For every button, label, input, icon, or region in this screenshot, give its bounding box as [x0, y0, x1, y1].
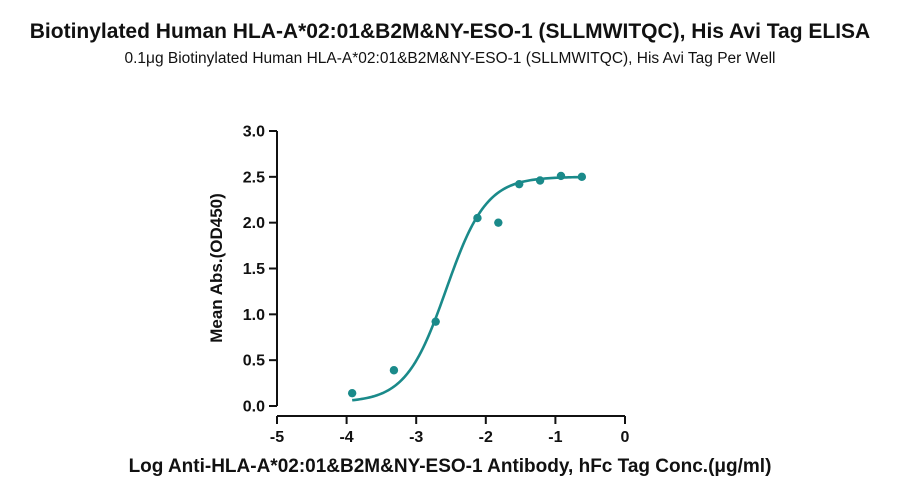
y-tick-label: 2.0 — [243, 215, 265, 232]
x-axis-title: Log Anti-HLA-A*02:01&B2M&NY-ESO-1 Antibo… — [129, 456, 772, 477]
x-tick-label: -1 — [548, 429, 562, 446]
data-point — [494, 218, 503, 227]
y-tick-label: 1.0 — [243, 307, 265, 324]
data-point — [347, 388, 357, 398]
data-point — [556, 171, 566, 181]
data-point — [515, 179, 524, 189]
y-tick-label: 3.0 — [243, 124, 265, 141]
x-tick-label: -4 — [339, 429, 353, 446]
data-point — [577, 172, 587, 182]
x-tick-label: -2 — [479, 429, 493, 446]
x-tick-label: 0 — [621, 429, 630, 446]
x-tick-label: -3 — [409, 429, 423, 446]
y-axis-title: Mean Abs.(OD450) — [207, 193, 226, 343]
fit-curve-layer — [352, 175, 582, 402]
fit-curve-line — [352, 175, 582, 402]
data-point — [431, 317, 440, 326]
data-point — [535, 176, 545, 185]
y-tick-label: 0.0 — [243, 399, 265, 416]
data-point — [473, 213, 482, 223]
y-tick-label: 2.5 — [243, 169, 265, 186]
data-points-layer — [347, 171, 587, 398]
chart-subtitle: 0.1μg Biotinylated Human HLA-A*02:01&B2M… — [124, 50, 776, 67]
chart-title: Biotinylated Human HLA-A*02:01&B2M&NY-ES… — [29, 20, 871, 43]
data-point — [389, 366, 399, 375]
x-tick-label: -5 — [270, 429, 284, 446]
y-tick-label: 0.5 — [243, 353, 265, 370]
axes: 0.0 0.5 1.0 1.5 2.0 2.5 3.0 -5 -4 -3 -2 -1 0 — [243, 124, 630, 447]
y-tick-label: 1.5 — [243, 261, 265, 278]
